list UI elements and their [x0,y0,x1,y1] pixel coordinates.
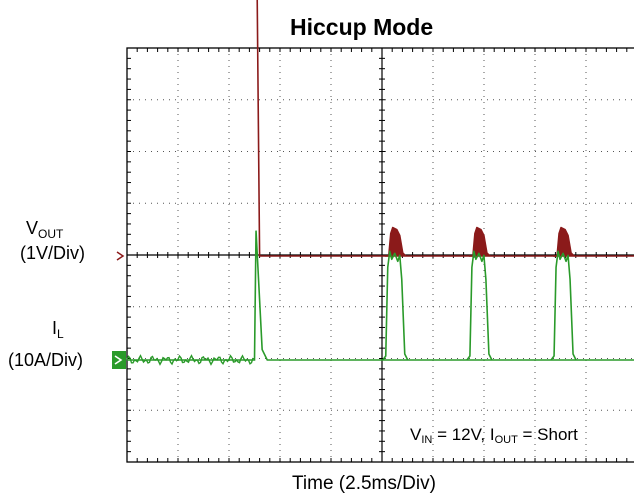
test-conditions-annotation: VIN = 12V, IOUT = Short [410,425,578,446]
channel-markers [112,251,126,369]
x-axis-label: Time (2.5ms/Div) [292,473,436,494]
traces [126,0,634,366]
il-hiccup-pulse [382,250,409,361]
il-noise [126,354,254,366]
il-scale: (10A/Div) [8,350,84,370]
vout-trace [256,0,634,257]
il-channel-marker-arrow [114,355,123,365]
vout-hiccup-pulse [384,226,407,257]
il-label: IL [52,318,64,341]
vout-channel-marker [116,251,125,261]
il-hiccup-pulse [466,250,493,361]
vout-hiccup-pulse [553,226,575,257]
vout-hiccup-pulse [468,226,491,257]
il-channel-marker [112,351,126,369]
vout-label: VOUT [26,218,64,241]
il-hiccup-pulse [550,250,577,361]
vout-scale: (1V/Div) [20,243,86,263]
